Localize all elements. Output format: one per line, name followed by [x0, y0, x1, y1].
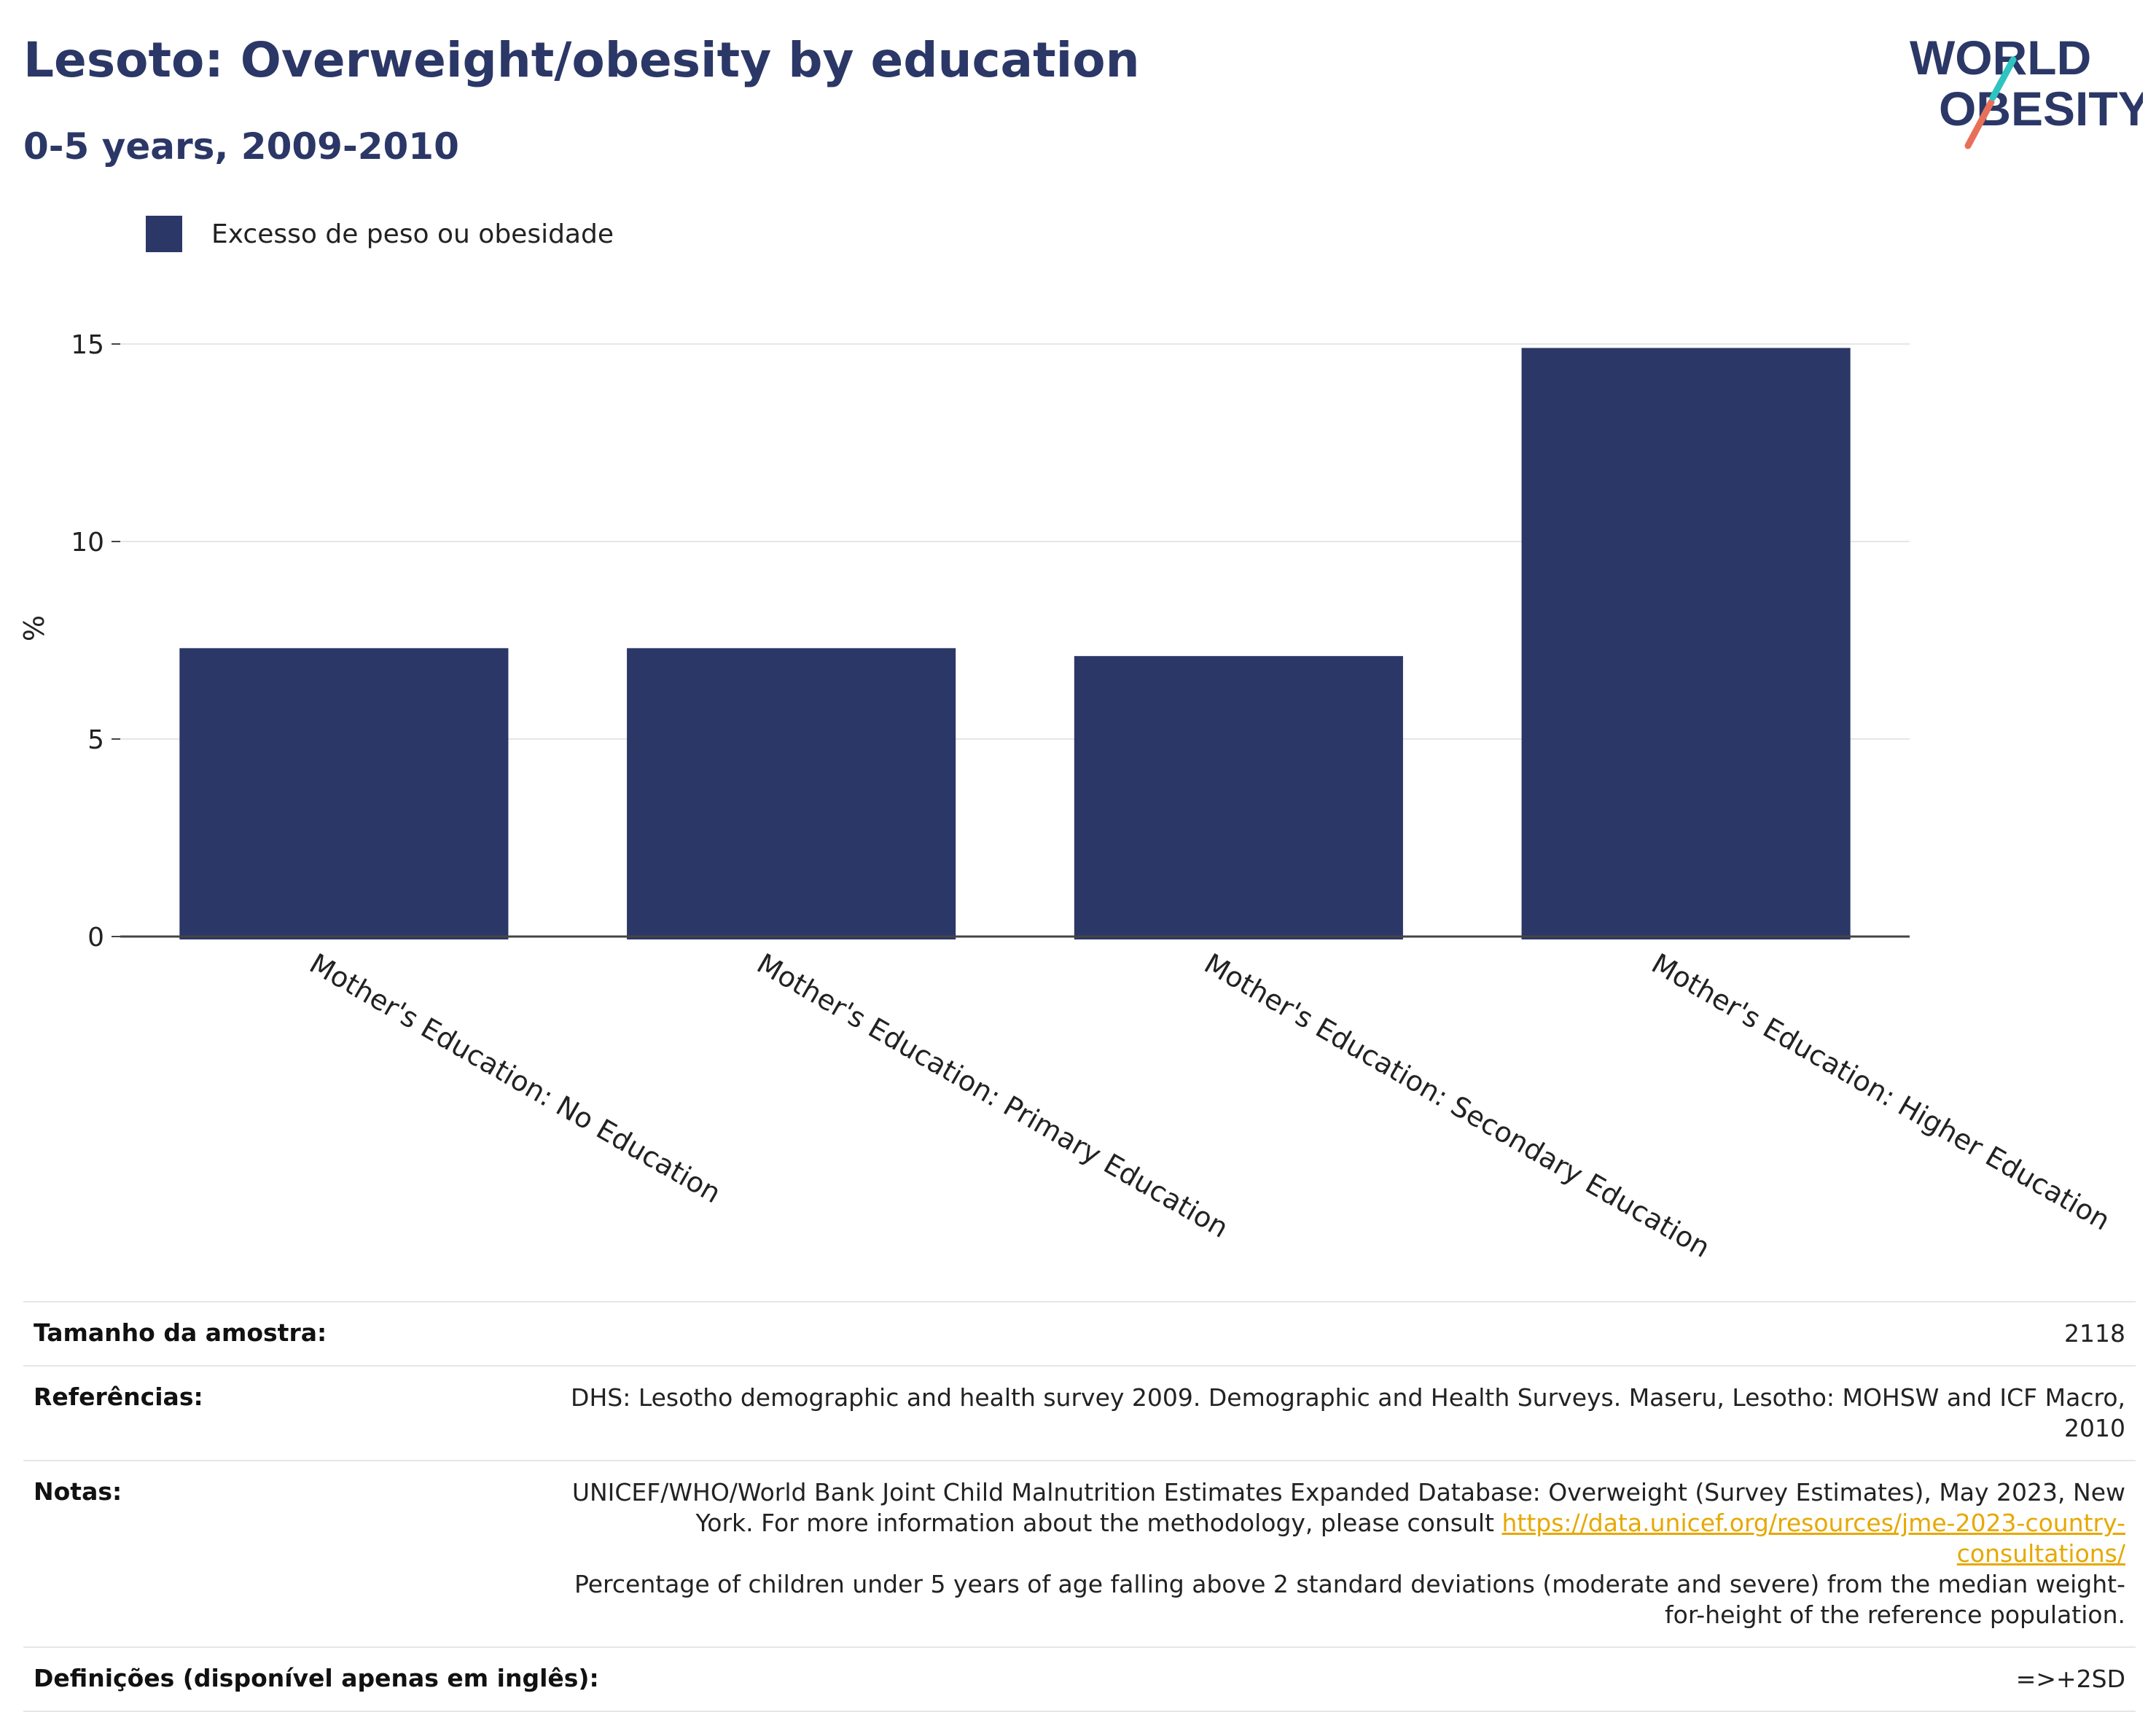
y-tick-label: 15	[71, 330, 104, 360]
notes-value: UNICEF/WHO/World Bank Joint Child Malnut…	[551, 1477, 2125, 1630]
logo-line1: WORLD	[1910, 31, 2091, 85]
bars	[179, 348, 1851, 939]
bar	[627, 648, 956, 939]
sample-size-value: 2118	[2064, 1319, 2125, 1348]
x-axis-ticks: Mother's Education: No Education Mother's…	[304, 947, 2115, 1265]
notes-label: Notas:	[34, 1477, 122, 1506]
y-tick-label: 10	[71, 528, 104, 558]
page-subtitle: 0-5 years, 2009-2010	[23, 125, 459, 168]
legend-swatch	[146, 216, 182, 252]
y-axis-label: %	[18, 615, 50, 641]
sample-size-label: Tamanho da amostra:	[34, 1318, 327, 1347]
references-label: Referências:	[34, 1383, 203, 1411]
references-value: DHS: Lesotho demographic and health surv…	[571, 1383, 2125, 1442]
sample-size-row: Tamanho da amostra: 2118	[23, 1301, 2136, 1365]
definitions-label: Definições (disponível apenas em inglês)…	[34, 1664, 599, 1692]
logo-line2: OBESITY	[1939, 82, 2143, 136]
legend[interactable]: Excesso de peso ou obesidade	[146, 216, 614, 252]
notes-row: Notas: UNICEF/WHO/World Bank Joint Child…	[23, 1460, 2136, 1646]
bar	[179, 648, 509, 939]
y-tick-label: 5	[87, 725, 104, 755]
logo-slash-teal	[1989, 56, 2017, 101]
bar	[1074, 656, 1403, 939]
legend-label: Excesso de peso ou obesidade	[211, 219, 614, 249]
info-table: Tamanho da amostra: 2118 Referências: DH…	[23, 1301, 2136, 1712]
definitions-value: =>+2SD	[2015, 1665, 2125, 1693]
notes-text-2: Percentage of children under 5 years of …	[574, 1570, 2125, 1629]
logo-slash-red	[1964, 98, 1995, 149]
y-axis-ticks: 0 5 10 15	[71, 330, 120, 953]
references-row: Referências: DHS: Lesotho demographic an…	[23, 1365, 2136, 1460]
world-obesity-logo: WORLD OBESITY	[1910, 31, 2143, 149]
page-title: Lesoto: Overweight/obesity by education	[23, 32, 1140, 88]
x-tick-label: Mother's Education: Secondary Education	[1199, 947, 1716, 1265]
x-tick-label: Mother's Education: Higher Education	[1647, 947, 2116, 1237]
notes-link[interactable]: https://data.unicef.org/resources/jme-20…	[1501, 1509, 2126, 1568]
x-tick-label: Mother's Education: No Education	[304, 947, 726, 1210]
bar	[1521, 348, 1851, 939]
x-tick-label: Mother's Education: Primary Education	[751, 947, 1234, 1244]
notes-text-1: UNICEF/WHO/World Bank Joint Child Malnut…	[571, 1478, 2125, 1537]
definitions-row: Definições (disponível apenas em inglês)…	[23, 1646, 2136, 1712]
y-tick-label: 0	[87, 923, 104, 953]
